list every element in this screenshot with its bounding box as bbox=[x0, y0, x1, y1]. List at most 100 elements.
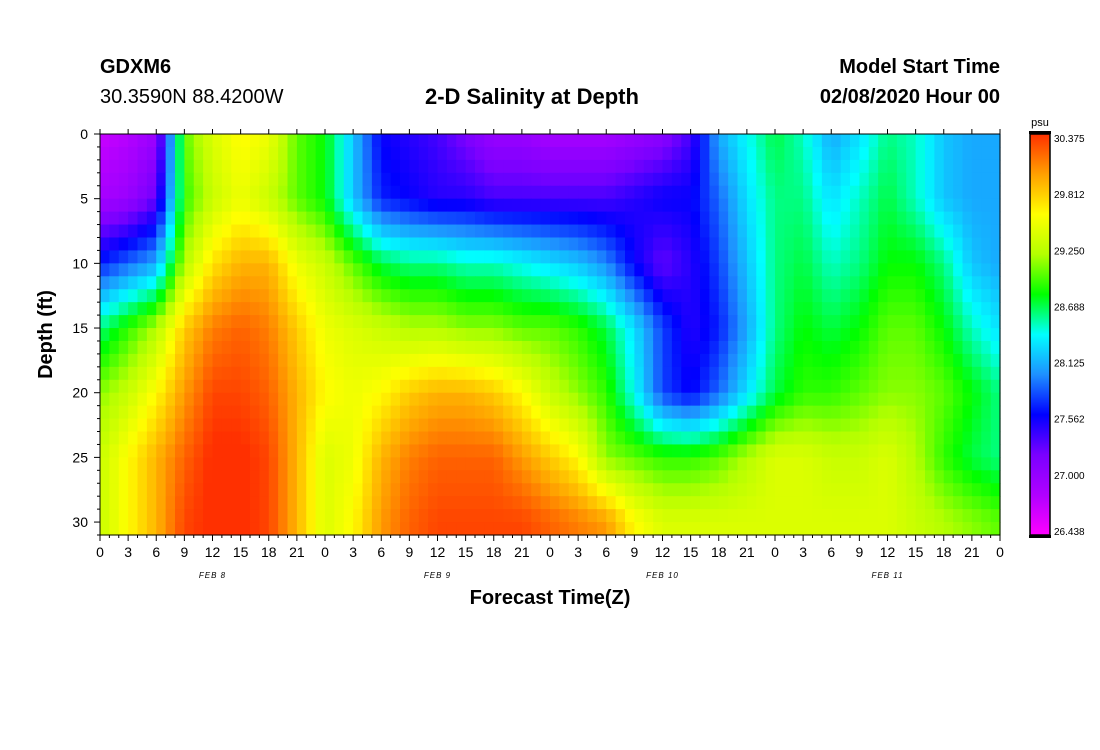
heat-cell bbox=[296, 159, 307, 174]
heat-cell bbox=[193, 366, 204, 381]
heat-cell bbox=[728, 522, 739, 536]
heat-cell bbox=[484, 289, 495, 303]
heat-cell bbox=[203, 263, 214, 277]
heat-cell bbox=[887, 366, 898, 381]
heat-cell bbox=[887, 276, 898, 290]
heat-cell bbox=[109, 250, 120, 264]
heat-cell bbox=[371, 392, 382, 407]
heat-cell bbox=[137, 134, 148, 148]
heat-cell bbox=[878, 483, 889, 497]
heat-cell bbox=[887, 509, 898, 523]
heat-cell bbox=[690, 237, 701, 252]
heat-cell bbox=[850, 185, 860, 200]
heat-cell bbox=[278, 509, 289, 523]
heat-cell bbox=[465, 496, 476, 510]
heat-cell bbox=[437, 431, 448, 446]
heat-cell bbox=[653, 146, 664, 161]
heat-cell bbox=[568, 496, 579, 510]
heat-cell bbox=[868, 198, 879, 213]
heat-cell bbox=[484, 392, 495, 407]
heat-cell bbox=[325, 379, 335, 394]
heat-cell bbox=[887, 134, 898, 148]
heat-cell bbox=[118, 496, 129, 510]
heat-cell bbox=[718, 276, 729, 290]
heat-cell bbox=[962, 418, 973, 433]
heat-cell bbox=[118, 379, 129, 394]
heat-cell bbox=[643, 353, 654, 368]
heat-cell bbox=[278, 134, 289, 148]
heat-cell bbox=[746, 522, 757, 536]
heat-cell bbox=[681, 211, 692, 226]
heat-cell bbox=[475, 263, 485, 277]
heat-cell bbox=[550, 496, 560, 510]
heat-cell bbox=[925, 431, 935, 446]
heat-cell bbox=[296, 134, 307, 148]
heat-cell bbox=[746, 431, 757, 446]
heat-cell bbox=[990, 418, 1001, 433]
heat-cell bbox=[765, 250, 776, 264]
heat-cell bbox=[371, 379, 382, 394]
heat-cell bbox=[859, 328, 870, 342]
heat-cell bbox=[343, 483, 354, 497]
heat-cell bbox=[240, 289, 251, 303]
heat-cell bbox=[240, 444, 251, 458]
heat-cell bbox=[859, 418, 870, 433]
heat-cell bbox=[850, 483, 860, 497]
heat-cell bbox=[100, 315, 110, 329]
heat-cell bbox=[971, 302, 982, 316]
heat-cell bbox=[896, 315, 907, 329]
heat-cell bbox=[728, 224, 739, 239]
heat-cell bbox=[203, 250, 214, 264]
heat-cell bbox=[934, 289, 945, 303]
heat-cell bbox=[381, 237, 392, 252]
model-start-value: 02/08/2020 Hour 00 bbox=[819, 86, 1000, 108]
heat-cell bbox=[587, 250, 598, 264]
heat-cell bbox=[240, 522, 251, 536]
heat-cell bbox=[596, 159, 607, 174]
heat-cell bbox=[906, 366, 917, 381]
heat-cell bbox=[540, 457, 551, 471]
heat-cell bbox=[821, 146, 832, 161]
heat-cell bbox=[428, 185, 439, 200]
heat-cell bbox=[343, 276, 354, 290]
heat-cell bbox=[662, 211, 673, 226]
heat-cell bbox=[634, 353, 645, 368]
heat-cell bbox=[568, 340, 579, 355]
heat-cell bbox=[737, 444, 748, 458]
heat-cell bbox=[728, 431, 739, 446]
heat-cell bbox=[793, 146, 804, 161]
heat-cell bbox=[728, 198, 739, 213]
heat-cell bbox=[784, 496, 795, 510]
heat-cell bbox=[221, 496, 232, 510]
heat-cell bbox=[296, 211, 307, 226]
x-tick-label: 21 bbox=[964, 544, 980, 560]
heat-cell bbox=[915, 509, 926, 523]
heat-cell bbox=[250, 444, 260, 458]
heat-cell bbox=[203, 496, 214, 510]
heat-cell bbox=[803, 146, 814, 161]
heat-cell bbox=[128, 198, 139, 213]
heat-cell bbox=[634, 172, 645, 187]
heat-cell bbox=[259, 302, 270, 316]
heat-cell bbox=[606, 237, 617, 252]
heat-cell bbox=[231, 483, 242, 497]
heat-cell bbox=[578, 483, 589, 497]
heat-cell bbox=[296, 237, 307, 252]
heat-cell bbox=[981, 302, 992, 316]
heat-cell bbox=[165, 328, 176, 342]
heat-cell bbox=[400, 483, 410, 497]
heat-cell bbox=[981, 457, 992, 471]
heat-cell bbox=[512, 366, 523, 381]
heat-cell bbox=[681, 522, 692, 536]
heat-cell bbox=[437, 198, 448, 213]
heat-cell bbox=[165, 444, 176, 458]
heat-cell bbox=[596, 211, 607, 226]
heat-cell bbox=[231, 185, 242, 200]
heat-cell bbox=[484, 172, 495, 187]
heat-cell bbox=[812, 457, 823, 471]
heat-cell bbox=[156, 483, 167, 497]
heat-cell bbox=[643, 431, 654, 446]
heat-cell bbox=[137, 470, 148, 484]
heat-cell bbox=[231, 405, 242, 420]
heat-cell bbox=[821, 328, 832, 342]
